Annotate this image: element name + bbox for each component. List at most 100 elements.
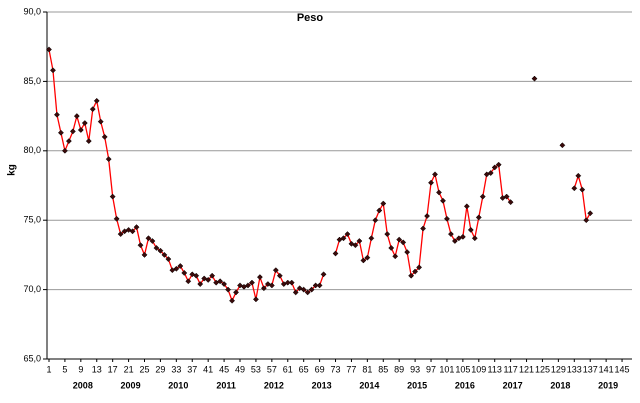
point (117, 231, 124, 238)
y-tick-label: 65,0 (23, 353, 41, 363)
x-tick-label: 121 (519, 364, 534, 374)
point (412, 268, 419, 275)
point (443, 215, 450, 222)
point (392, 253, 399, 260)
point (352, 242, 359, 249)
x-tick-label: 77 (346, 364, 356, 374)
point (256, 274, 263, 281)
point (587, 210, 594, 217)
point (479, 193, 486, 200)
x-tick-label: 137 (583, 364, 598, 374)
x-tick-label: 21 (124, 364, 134, 374)
point (320, 271, 327, 278)
point (404, 249, 411, 256)
point (388, 245, 395, 251)
point (113, 215, 120, 222)
point (376, 207, 383, 214)
x-tick-label: 5 (62, 364, 67, 374)
point (46, 46, 52, 53)
point (340, 235, 347, 242)
point (149, 238, 156, 244)
x-tick-label: 53 (251, 364, 261, 374)
point (125, 226, 132, 233)
x-tick-label: 101 (439, 364, 454, 374)
x-tick-label: 41 (203, 364, 213, 374)
point (300, 286, 307, 293)
point (579, 186, 586, 193)
point (304, 289, 311, 296)
x-tick-label: 113 (488, 364, 502, 374)
point (65, 138, 72, 145)
point (173, 265, 180, 272)
x-tick-label: 145 (615, 364, 630, 374)
y-tick-label: 90,0 (23, 6, 41, 16)
point (440, 197, 446, 204)
point (491, 164, 498, 171)
point (503, 193, 510, 200)
point (57, 129, 64, 136)
y-axis-title: kg (7, 164, 18, 176)
point (93, 97, 100, 104)
point (165, 256, 172, 263)
point (396, 236, 403, 243)
point (364, 254, 371, 261)
x-tick-label: 49 (235, 364, 245, 374)
point (133, 224, 140, 231)
point (153, 245, 160, 251)
point (141, 251, 148, 258)
point (81, 120, 88, 126)
x-tick-label: 81 (362, 364, 372, 374)
y-tick-label: 70,0 (23, 284, 41, 294)
point (348, 240, 355, 247)
point (221, 281, 228, 288)
point (217, 278, 224, 285)
point (181, 269, 188, 276)
x-tick-label: 89 (394, 364, 404, 374)
point (356, 238, 363, 244)
point (229, 297, 236, 304)
point (109, 193, 116, 200)
x-tick-label: 17 (108, 364, 118, 374)
y-tick-label: 80,0 (23, 145, 41, 155)
point (288, 279, 295, 286)
y-tick-label: 75,0 (23, 215, 41, 225)
point (157, 247, 164, 254)
year-label: 2015 (407, 380, 427, 390)
point (77, 127, 84, 133)
point (85, 138, 92, 145)
point (428, 179, 434, 186)
point (268, 282, 275, 289)
point (467, 226, 474, 233)
point (487, 170, 494, 176)
x-tick-label: 57 (267, 364, 277, 374)
point (308, 286, 315, 293)
point (129, 228, 136, 235)
x-tick-label: 61 (283, 364, 293, 374)
point (292, 289, 299, 296)
point (248, 279, 255, 286)
line (48, 49, 591, 303)
point (197, 281, 204, 288)
point (400, 239, 407, 246)
point (344, 231, 351, 238)
year-label: 2012 (264, 380, 284, 390)
point (161, 251, 168, 258)
point (101, 133, 108, 140)
x-tick-label: 105 (455, 364, 470, 374)
point (201, 275, 208, 282)
point (225, 286, 232, 293)
year-label: 2014 (359, 380, 379, 390)
point (372, 217, 379, 224)
y-tick-label: 85,0 (23, 76, 41, 86)
point (205, 276, 212, 283)
year-label: 2019 (598, 380, 618, 390)
x-tick-label: 13 (92, 364, 102, 374)
point (420, 225, 427, 232)
point (332, 250, 339, 257)
point (252, 296, 259, 303)
point (284, 279, 291, 286)
x-tick-label: 29 (155, 364, 165, 374)
point (507, 199, 514, 206)
point (436, 189, 442, 196)
